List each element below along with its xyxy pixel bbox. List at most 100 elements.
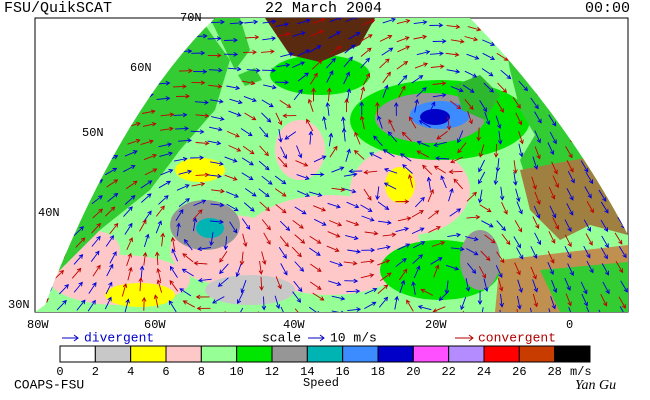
wind-vector <box>182 300 196 308</box>
wind-vector <box>359 101 364 116</box>
wind-vector <box>169 280 179 292</box>
wind-vector <box>328 132 334 147</box>
wind-vector <box>464 70 478 78</box>
wind-vector <box>414 98 419 113</box>
wind-vector <box>585 171 594 185</box>
wind-vector <box>105 281 113 295</box>
wind-vector <box>481 220 494 228</box>
wind-vector <box>462 84 475 93</box>
wind-vector <box>529 307 535 312</box>
wind-vector <box>224 174 238 181</box>
wind-vector <box>211 116 225 121</box>
wind-vector <box>91 235 101 247</box>
wind-vector <box>344 98 349 113</box>
wind-vector <box>241 157 254 166</box>
wind-vector <box>514 262 521 276</box>
wind-vector <box>586 260 594 274</box>
wind-vector <box>142 251 148 266</box>
wind-vector <box>182 253 194 263</box>
wind-vector <box>226 191 239 198</box>
wind-vector <box>262 36 277 41</box>
wind-vector <box>124 195 136 205</box>
colorbar-tick-label: 10 <box>229 365 243 379</box>
wind-vector <box>191 50 206 56</box>
wind-vector <box>602 281 610 295</box>
wind-vector <box>240 128 253 137</box>
lat-label: 60N <box>130 61 152 75</box>
wind-vector <box>411 281 416 295</box>
wind-vector <box>275 276 282 290</box>
colorbar-box <box>554 345 591 363</box>
colorbar-tick-label: 12 <box>265 365 279 379</box>
wind-vector <box>600 219 609 232</box>
wind-vector <box>581 293 588 307</box>
colorbar-tick-label: 26 <box>512 365 526 379</box>
wind-vector <box>430 64 445 69</box>
wind-vector <box>516 309 521 312</box>
wind-vector <box>395 226 410 233</box>
wind-vector <box>261 99 274 108</box>
wind-vector <box>243 95 257 103</box>
wind-vector <box>465 278 471 292</box>
wind-vector <box>312 292 325 301</box>
wind-vector <box>227 66 242 72</box>
wind-vector <box>175 126 190 131</box>
wind-vector <box>464 98 474 111</box>
wind-vector <box>210 202 225 208</box>
wind-vector <box>495 115 502 129</box>
wind-vector <box>518 130 524 145</box>
colorbar-tick-label: 20 <box>406 365 420 379</box>
wind-vector <box>497 130 503 145</box>
wind-vector <box>432 306 446 312</box>
wind-vector <box>534 111 542 124</box>
wind-vector <box>532 156 539 170</box>
wind-vector <box>551 161 558 175</box>
wind-vector <box>193 260 208 266</box>
wind-vector <box>327 231 341 238</box>
wind-vector <box>311 87 316 102</box>
wind-vector <box>363 188 372 201</box>
wind-vector <box>447 232 462 238</box>
wind-vector <box>456 130 464 144</box>
wind-vector <box>310 72 318 85</box>
wind-vector <box>382 149 395 158</box>
wind-vector <box>258 160 270 171</box>
wind-vector <box>155 220 162 234</box>
lon-label: 40W <box>283 318 305 332</box>
wind-vector <box>380 272 392 282</box>
wind-vector <box>601 263 609 276</box>
wind-vector <box>388 118 396 132</box>
wind-vector <box>383 182 397 190</box>
wind-vector <box>261 175 273 185</box>
wind-vector <box>513 172 518 186</box>
wind-vector <box>169 265 178 278</box>
lat-label: 30N <box>8 298 30 312</box>
wind-vector <box>195 294 210 300</box>
wind-vector <box>158 142 173 148</box>
wind-vector <box>259 145 269 157</box>
wind-vector <box>360 47 372 57</box>
wind-vector <box>174 156 188 162</box>
wind-vector <box>395 258 407 268</box>
wind-vector <box>416 150 429 158</box>
credit: COAPS-FSU <box>14 377 84 392</box>
wind-vector <box>397 74 408 86</box>
wind-vector <box>449 100 462 110</box>
wind-vector <box>547 262 554 275</box>
wind-vector <box>213 311 226 312</box>
wind-vector <box>190 155 205 161</box>
wind-vector <box>209 99 224 104</box>
wind-vector <box>241 218 251 230</box>
wind-vector <box>311 59 323 70</box>
colorbar-tick-label: 6 <box>162 365 169 379</box>
wind-vector <box>260 49 275 54</box>
colorbar-tick-label: 8 <box>198 365 205 379</box>
wind-vector <box>277 32 291 37</box>
wind-vector <box>501 201 508 215</box>
wind-vector <box>229 20 244 26</box>
colorbar-box <box>271 345 308 363</box>
wind-vector <box>479 204 492 213</box>
wind-vector <box>127 138 141 145</box>
lon-label: 0 <box>566 318 573 332</box>
wind-vector <box>516 295 522 310</box>
